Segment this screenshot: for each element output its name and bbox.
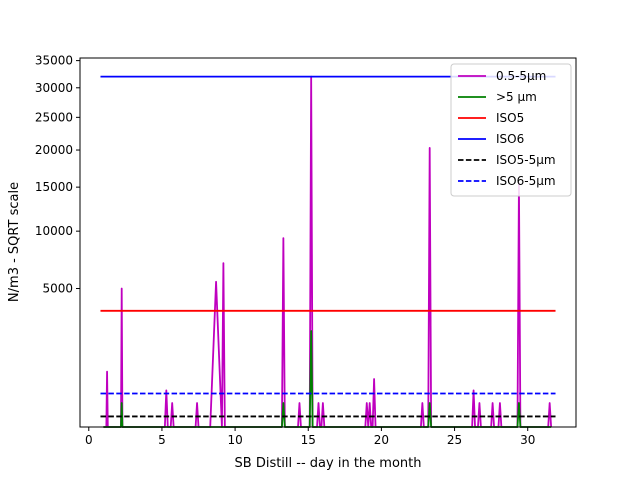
x-tick-label: 20 <box>374 433 389 447</box>
legend: 0.5-5µm >5 µm ISO5 ISO6 ISO5-5µm ISO6-5µm <box>450 63 572 197</box>
legend-label: 0.5-5µm <box>496 69 546 83</box>
legend-label: ISO6 <box>496 132 524 146</box>
x-tick-label: 15 <box>301 433 316 447</box>
axes-frame <box>79 57 577 428</box>
x-axis-label: SB Distill -- day in the month <box>235 456 422 471</box>
x-tick-label: 30 <box>520 433 535 447</box>
y-tick-label: 35000 <box>35 54 73 68</box>
y-tick-label: 25000 <box>35 110 73 124</box>
y-tick-label: 20000 <box>35 143 73 157</box>
x-tick-label: 5 <box>158 433 166 447</box>
x-tick-label: 0 <box>85 433 93 447</box>
y-tick-label: 30000 <box>35 81 73 95</box>
legend-label: ISO5-5µm <box>496 153 556 167</box>
series-line-1 <box>103 330 552 428</box>
y-axis: 5000 10000 15000 20000 25000 30000 35000 <box>35 54 80 296</box>
y-tick-label: 15000 <box>35 180 73 194</box>
legend-label: ISO5 <box>496 111 524 125</box>
y-axis-label: N/m3 - SQRT scale <box>7 182 22 302</box>
legend-label: ISO6-5µm <box>496 174 556 188</box>
x-tick-label: 25 <box>447 433 462 447</box>
y-tick-label: 10000 <box>35 224 73 238</box>
y-tick-label: 5000 <box>42 282 73 296</box>
x-tick-label: 10 <box>227 433 242 447</box>
legend-label: >5 µm <box>496 90 537 104</box>
x-axis: 0 5 10 15 20 25 30 <box>85 427 535 447</box>
